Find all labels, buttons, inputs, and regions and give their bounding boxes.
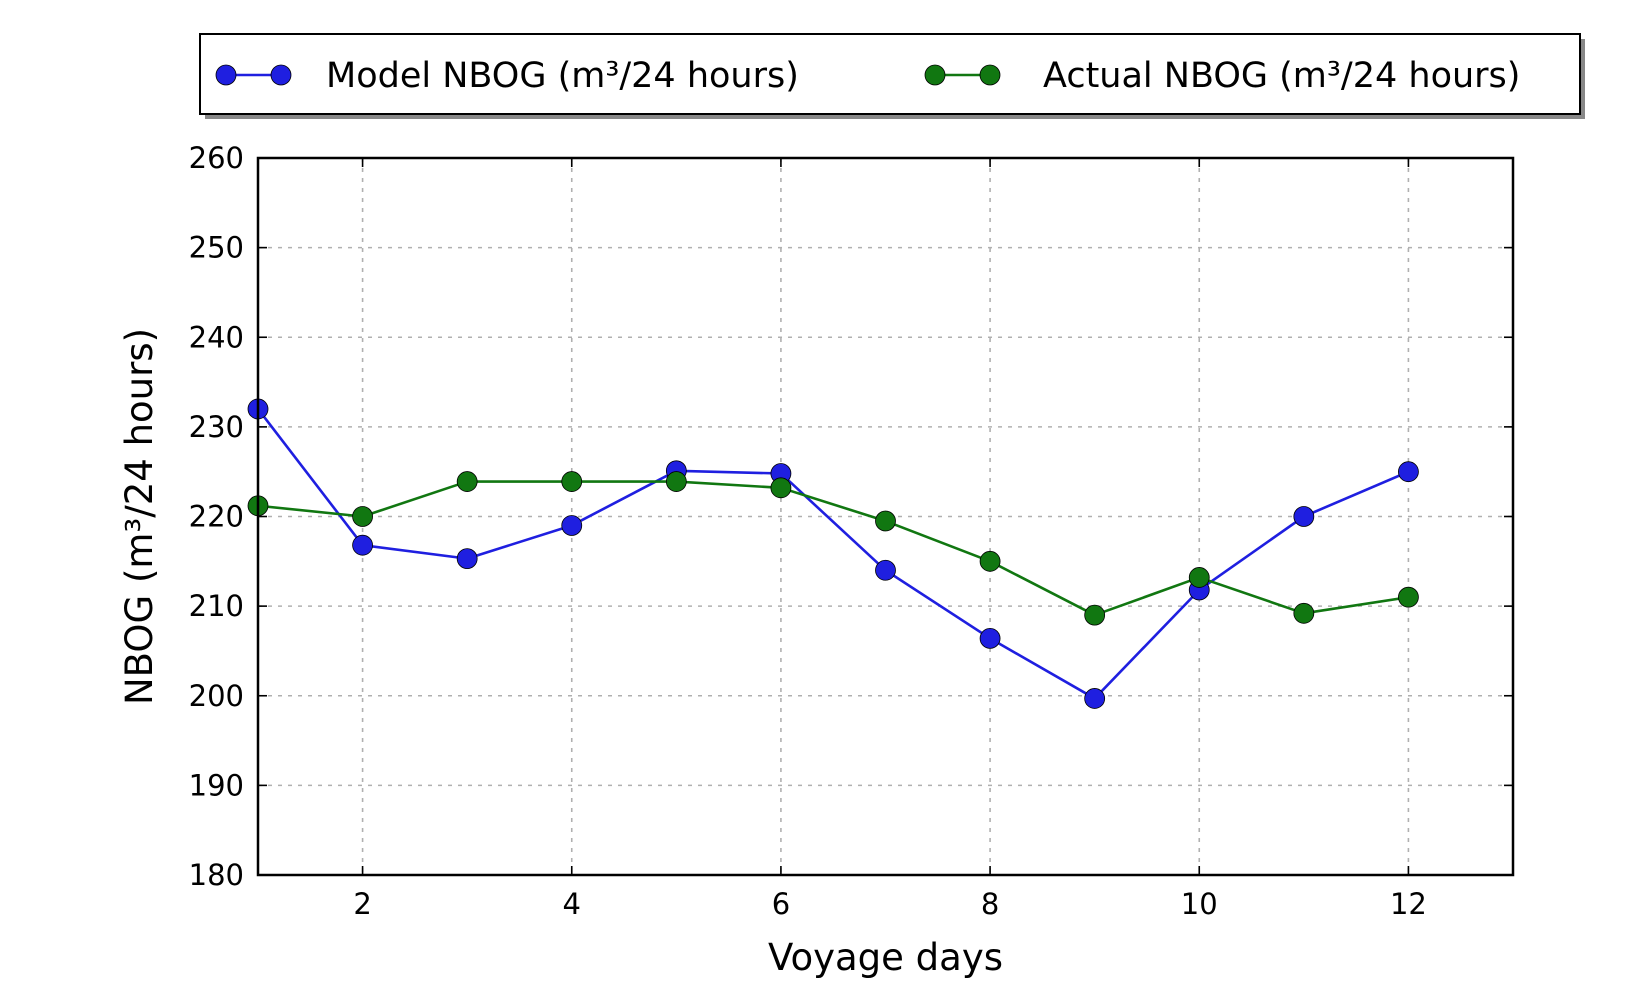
y-tick-label: 200 [189, 679, 244, 713]
y-tick-label: 230 [189, 410, 244, 444]
legend-label: Model NBOG (m³/24 hours) [326, 56, 799, 96]
x-tick-label: 4 [563, 887, 581, 921]
legend: Model NBOG (m³/24 hours) Actual NBOG (m³/… [199, 33, 1585, 119]
y-tick-label: 260 [189, 141, 244, 175]
y-tick-label: 240 [189, 320, 244, 354]
legend-marker [979, 64, 1001, 86]
y-axis-label: NBOG (m³/24 hours) [118, 328, 161, 705]
data-point [1084, 604, 1106, 626]
legend-marker [215, 64, 237, 86]
x-tick-label: 2 [353, 887, 371, 921]
data-point [352, 534, 373, 556]
data-point [456, 471, 478, 492]
legend-entry: Actual NBOG (m³/24 hours) [924, 56, 1520, 96]
x-tick-label: 8 [981, 887, 999, 921]
data-point [875, 510, 896, 532]
data-point [875, 559, 896, 581]
x-tick-label: 12 [1390, 887, 1427, 921]
legend-marker [924, 64, 946, 86]
data-point [1293, 602, 1315, 624]
data-point [770, 477, 792, 499]
x-tick-label: 6 [772, 887, 790, 921]
legend-marker [270, 64, 292, 86]
legend-box [199, 33, 1581, 115]
legend-label: Actual NBOG (m³/24 hours) [1043, 56, 1520, 96]
series-line [257, 480, 1409, 617]
y-tick-label: 180 [189, 858, 244, 892]
ticks-layer: 2 4 6 8 10 12 180 190 200 210 220 230 240 250 260 [189, 141, 1513, 921]
y-tick-label: 210 [189, 589, 244, 623]
data-point [979, 627, 1001, 649]
data-point [1398, 586, 1419, 608]
y-tick-label: 250 [189, 231, 244, 265]
data-point [1398, 461, 1419, 483]
data-point [1188, 567, 1210, 588]
data-point [561, 515, 583, 536]
data-point [1293, 506, 1315, 527]
series-layer [247, 398, 1419, 709]
data-point [456, 548, 478, 570]
data-point [561, 471, 583, 492]
x-tick-label: 10 [1181, 887, 1218, 921]
data-point [1084, 688, 1106, 709]
data-point [979, 550, 1001, 572]
y-tick-label: 220 [189, 500, 244, 534]
x-axis-label: Voyage days [768, 936, 1003, 979]
series-actual-nbog [247, 471, 1419, 626]
legend-entry: Model NBOG (m³/24 hours) [215, 56, 799, 96]
data-point [665, 471, 687, 492]
series-model-nbog [247, 398, 1419, 709]
y-tick-label: 190 [189, 768, 244, 802]
series-line [256, 408, 1409, 700]
data-point [352, 506, 373, 527]
